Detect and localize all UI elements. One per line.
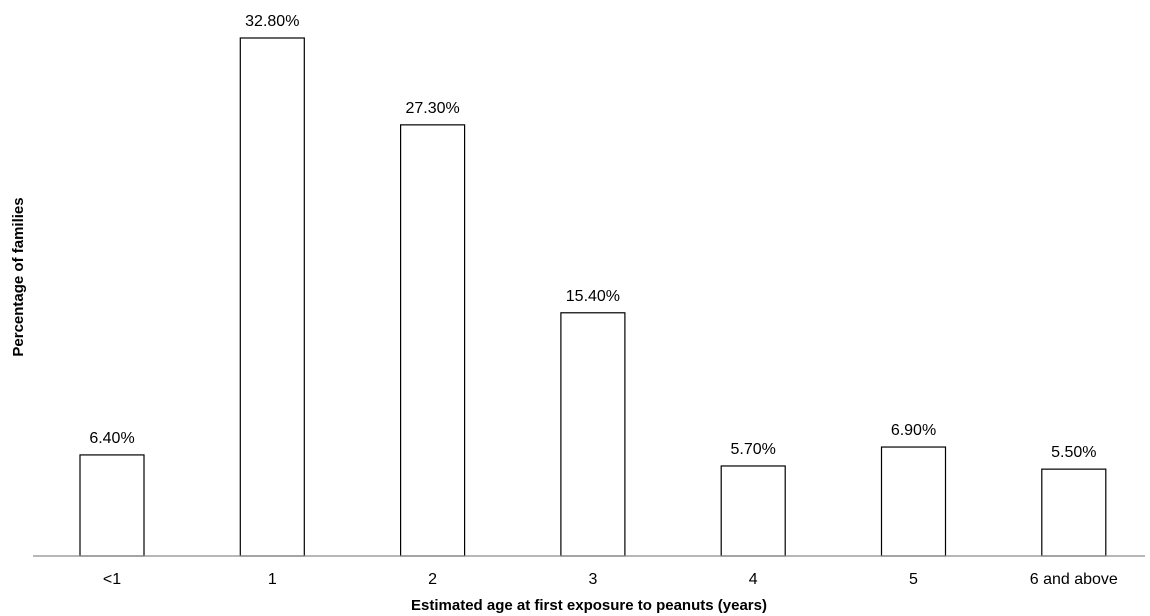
data-label-1: 32.80% [245, 13, 299, 30]
x-tick-label-2: 2 [428, 571, 437, 588]
x-tick-labels-group: <1 1 2 3 4 5 6 and above [103, 571, 1118, 588]
bar-6 [1041, 468, 1107, 557]
data-label-3: 15.40% [566, 288, 620, 305]
data-label-0: 6.40% [89, 430, 134, 447]
data-label-5: 6.90% [891, 422, 936, 439]
data-label-4: 5.70% [731, 441, 776, 458]
data-label-2: 27.30% [405, 100, 459, 117]
x-axis-title: Estimated age at first exposure to peanu… [411, 597, 767, 614]
bar-3 [560, 312, 626, 557]
bar-1 [239, 37, 305, 557]
x-tick-label-4: 4 [749, 571, 758, 588]
data-labels-group: 6.40% 32.80% 27.30% 15.40% 5.70% 6.90% 5.50% [89, 13, 1096, 461]
bar-5 [880, 446, 947, 557]
bar-0 [79, 454, 145, 557]
bar-4 [720, 465, 786, 557]
bar-2 [400, 124, 466, 557]
bars-group [79, 37, 1107, 557]
x-tick-label-3: 3 [588, 571, 597, 588]
x-tick-label-6: 6 and above [1030, 571, 1118, 588]
data-label-6: 5.50% [1051, 444, 1096, 461]
y-axis-title: Percentage of families [10, 197, 27, 356]
x-tick-label-0: <1 [103, 571, 121, 588]
x-tick-label-5: 5 [909, 571, 918, 588]
x-tick-label-1: 1 [268, 571, 277, 588]
